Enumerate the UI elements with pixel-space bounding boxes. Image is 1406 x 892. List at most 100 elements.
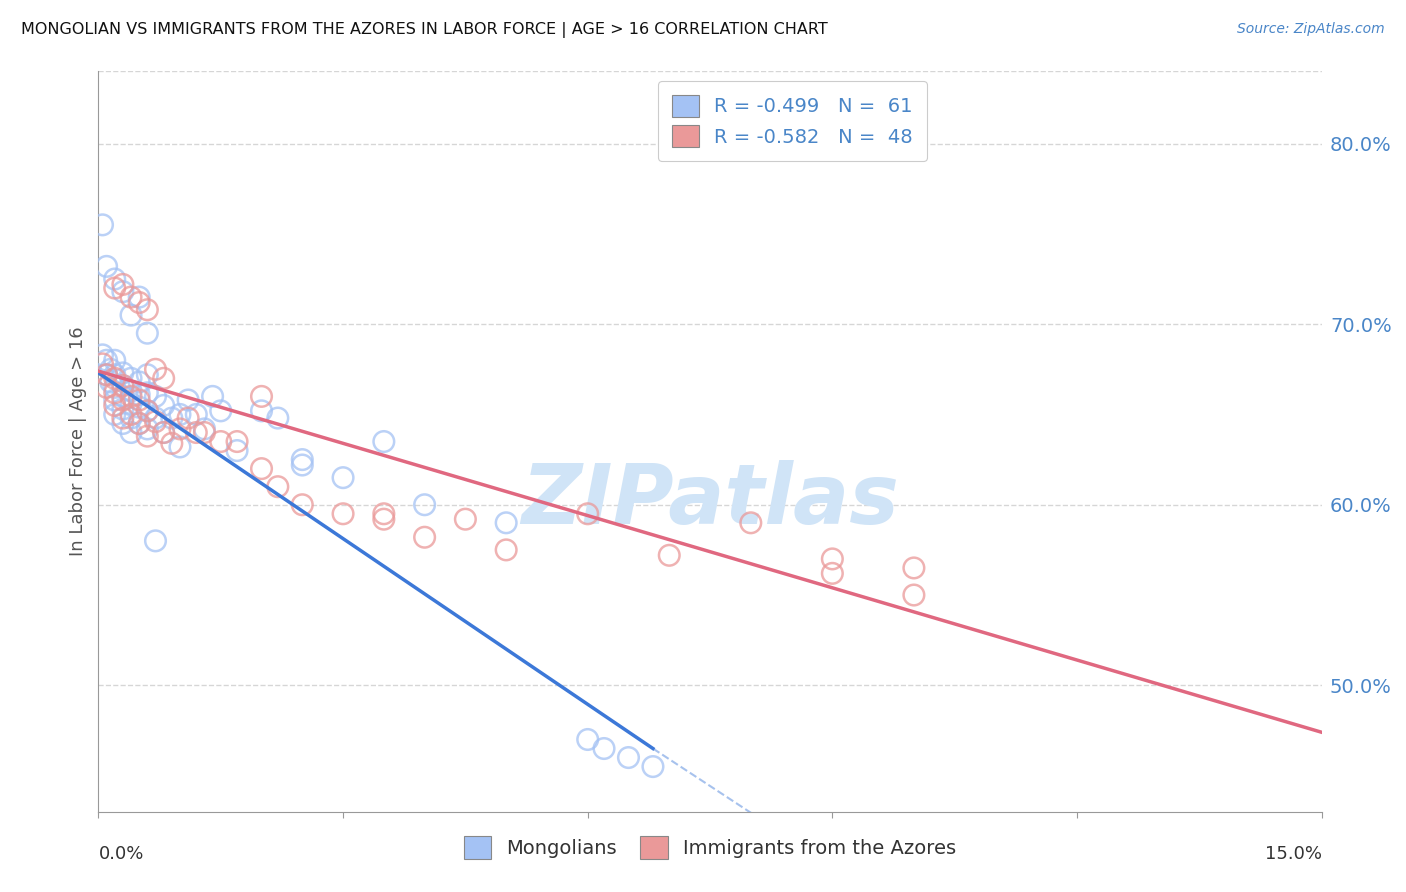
Point: [169, 408, 191, 422]
Point: [152, 425, 174, 440]
Point: [373, 507, 395, 521]
Point: [120, 425, 142, 440]
Point: [201, 389, 224, 403]
Point: [193, 425, 215, 440]
Point: [186, 425, 208, 440]
Point: [111, 389, 134, 403]
Text: 0.0%: 0.0%: [98, 845, 143, 863]
Point: [104, 380, 127, 394]
Point: [821, 566, 844, 581]
Point: [128, 401, 150, 415]
Point: [104, 371, 127, 385]
Point: [226, 443, 249, 458]
Point: [413, 530, 436, 544]
Point: [145, 533, 167, 548]
Text: 15.0%: 15.0%: [1264, 845, 1322, 863]
Point: [267, 480, 290, 494]
Point: [104, 353, 127, 368]
Point: [291, 458, 314, 472]
Point: [104, 385, 127, 400]
Point: [145, 362, 167, 376]
Point: [128, 387, 150, 401]
Point: [104, 281, 127, 295]
Text: MONGOLIAN VS IMMIGRANTS FROM THE AZORES IN LABOR FORCE | AGE > 16 CORRELATION CH: MONGOLIAN VS IMMIGRANTS FROM THE AZORES …: [21, 22, 828, 38]
Point: [111, 277, 134, 292]
Point: [160, 411, 183, 425]
Point: [128, 392, 150, 407]
Point: [120, 308, 142, 322]
Point: [104, 368, 127, 382]
Point: [186, 408, 208, 422]
Point: [250, 461, 273, 475]
Point: [111, 402, 134, 417]
Point: [120, 290, 142, 304]
Point: [152, 371, 174, 385]
Point: [209, 404, 232, 418]
Point: [641, 759, 664, 773]
Point: [120, 396, 142, 410]
Point: [91, 357, 114, 371]
Point: [373, 512, 395, 526]
Point: [104, 272, 127, 286]
Point: [740, 516, 762, 530]
Point: [96, 380, 118, 394]
Point: [593, 741, 616, 756]
Point: [145, 389, 167, 403]
Point: [120, 411, 142, 425]
Point: [136, 385, 159, 400]
Point: [136, 326, 159, 341]
Point: [291, 498, 314, 512]
Point: [111, 366, 134, 380]
Point: [104, 399, 127, 413]
Point: [136, 404, 159, 418]
Point: [495, 516, 517, 530]
Point: [576, 732, 599, 747]
Point: [136, 429, 159, 443]
Point: [111, 378, 134, 392]
Point: [903, 561, 925, 575]
Point: [821, 552, 844, 566]
Point: [96, 368, 118, 382]
Point: [96, 353, 118, 368]
Point: [96, 260, 118, 274]
Point: [576, 507, 599, 521]
Point: [96, 368, 118, 382]
Point: [128, 375, 150, 389]
Text: ZIPatlas: ZIPatlas: [522, 460, 898, 541]
Point: [250, 404, 273, 418]
Point: [120, 384, 142, 398]
Point: [128, 417, 150, 431]
Point: [291, 452, 314, 467]
Point: [332, 470, 354, 484]
Y-axis label: In Labor Force | Age > 16: In Labor Force | Age > 16: [69, 326, 87, 557]
Point: [136, 404, 159, 418]
Point: [111, 378, 134, 392]
Point: [903, 588, 925, 602]
Point: [152, 425, 174, 440]
Point: [454, 512, 477, 526]
Point: [658, 549, 681, 563]
Point: [617, 750, 640, 764]
Point: [111, 417, 134, 431]
Point: [373, 434, 395, 449]
Point: [120, 371, 142, 385]
Point: [209, 434, 232, 449]
Point: [332, 507, 354, 521]
Point: [160, 436, 183, 450]
Point: [91, 218, 114, 232]
Point: [169, 440, 191, 454]
Point: [145, 415, 167, 429]
Point: [177, 392, 200, 407]
Point: [100, 375, 122, 389]
Point: [111, 411, 134, 425]
Point: [495, 542, 517, 557]
Point: [193, 422, 215, 436]
Point: [128, 417, 150, 431]
Point: [111, 392, 134, 407]
Point: [152, 399, 174, 413]
Point: [136, 368, 159, 382]
Point: [177, 411, 200, 425]
Point: [91, 348, 114, 362]
Point: [413, 498, 436, 512]
Point: [104, 392, 127, 407]
